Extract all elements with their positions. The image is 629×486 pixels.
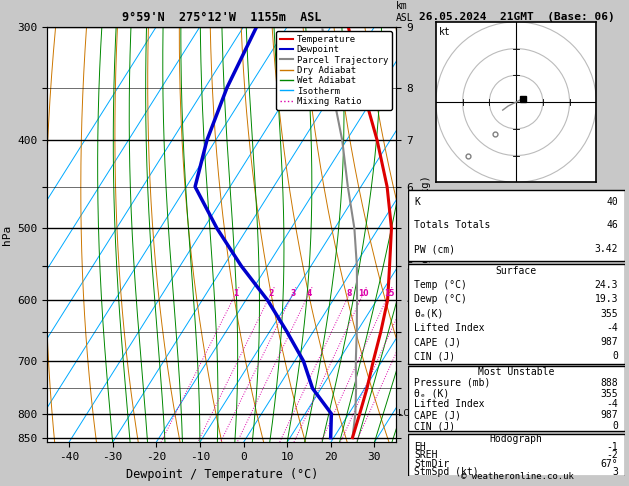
Text: LCL: LCL xyxy=(398,409,415,418)
Text: 1: 1 xyxy=(233,289,238,298)
Text: -1: -1 xyxy=(606,442,618,452)
Text: 987: 987 xyxy=(601,410,618,420)
Text: © weatheronline.co.uk: © weatheronline.co.uk xyxy=(460,472,574,481)
Text: 355: 355 xyxy=(601,388,618,399)
Text: -4: -4 xyxy=(606,399,618,409)
Text: SREH: SREH xyxy=(414,451,438,460)
Text: PW (cm): PW (cm) xyxy=(414,244,455,254)
Y-axis label: hPa: hPa xyxy=(2,225,12,244)
Bar xyxy=(408,264,625,364)
Text: 67°: 67° xyxy=(601,459,618,469)
Text: CIN (J): CIN (J) xyxy=(414,421,455,431)
Text: StmSpd (kt): StmSpd (kt) xyxy=(414,467,479,477)
Title: 9°59'N  275°12'W  1155m  ASL: 9°59'N 275°12'W 1155m ASL xyxy=(122,11,321,24)
Text: EH: EH xyxy=(414,442,426,452)
Legend: Temperature, Dewpoint, Parcel Trajectory, Dry Adiabat, Wet Adiabat, Isotherm, Mi: Temperature, Dewpoint, Parcel Trajectory… xyxy=(276,31,392,109)
Bar xyxy=(408,366,625,432)
Text: 10: 10 xyxy=(358,289,369,298)
Text: Most Unstable: Most Unstable xyxy=(478,367,554,377)
X-axis label: Dewpoint / Temperature (°C): Dewpoint / Temperature (°C) xyxy=(126,468,318,481)
Text: 15: 15 xyxy=(384,289,394,298)
Text: 0: 0 xyxy=(612,351,618,362)
Text: Temp (°C): Temp (°C) xyxy=(414,280,467,290)
Text: 888: 888 xyxy=(601,378,618,388)
Text: km
ASL: km ASL xyxy=(396,1,414,22)
Text: 24.3: 24.3 xyxy=(594,280,618,290)
Text: 46: 46 xyxy=(606,221,618,230)
Text: θₑ(K): θₑ(K) xyxy=(414,309,443,319)
Text: Pressure (mb): Pressure (mb) xyxy=(414,378,491,388)
Text: kt: kt xyxy=(438,27,450,37)
Y-axis label: Mixing Ratio (g/kg): Mixing Ratio (g/kg) xyxy=(421,175,431,294)
Text: 3.42: 3.42 xyxy=(594,244,618,254)
Text: Surface: Surface xyxy=(496,266,537,276)
Text: 3: 3 xyxy=(290,289,296,298)
Text: θₑ (K): θₑ (K) xyxy=(414,388,449,399)
Text: Lifted Index: Lifted Index xyxy=(414,323,484,333)
Text: CAPE (J): CAPE (J) xyxy=(414,410,461,420)
Text: Dewp (°C): Dewp (°C) xyxy=(414,295,467,304)
Text: 19.3: 19.3 xyxy=(594,295,618,304)
Text: 26.05.2024  21GMT  (Base: 06): 26.05.2024 21GMT (Base: 06) xyxy=(420,12,615,22)
Text: K: K xyxy=(414,197,420,207)
Text: 3: 3 xyxy=(612,467,618,477)
Text: StmDir: StmDir xyxy=(414,459,449,469)
Text: 987: 987 xyxy=(601,337,618,347)
Text: CAPE (J): CAPE (J) xyxy=(414,337,461,347)
Text: 4: 4 xyxy=(306,289,311,298)
Text: 2: 2 xyxy=(269,289,274,298)
Text: Hodograph: Hodograph xyxy=(489,434,543,444)
Text: Lifted Index: Lifted Index xyxy=(414,399,484,409)
Text: 8: 8 xyxy=(347,289,352,298)
Text: Totals Totals: Totals Totals xyxy=(414,221,491,230)
Text: 40: 40 xyxy=(606,197,618,207)
Bar xyxy=(408,190,625,261)
Text: CIN (J): CIN (J) xyxy=(414,351,455,362)
Text: -4: -4 xyxy=(606,323,618,333)
Bar xyxy=(408,434,625,476)
Text: 355: 355 xyxy=(601,309,618,319)
Text: -2: -2 xyxy=(606,451,618,460)
Text: 0: 0 xyxy=(612,421,618,431)
